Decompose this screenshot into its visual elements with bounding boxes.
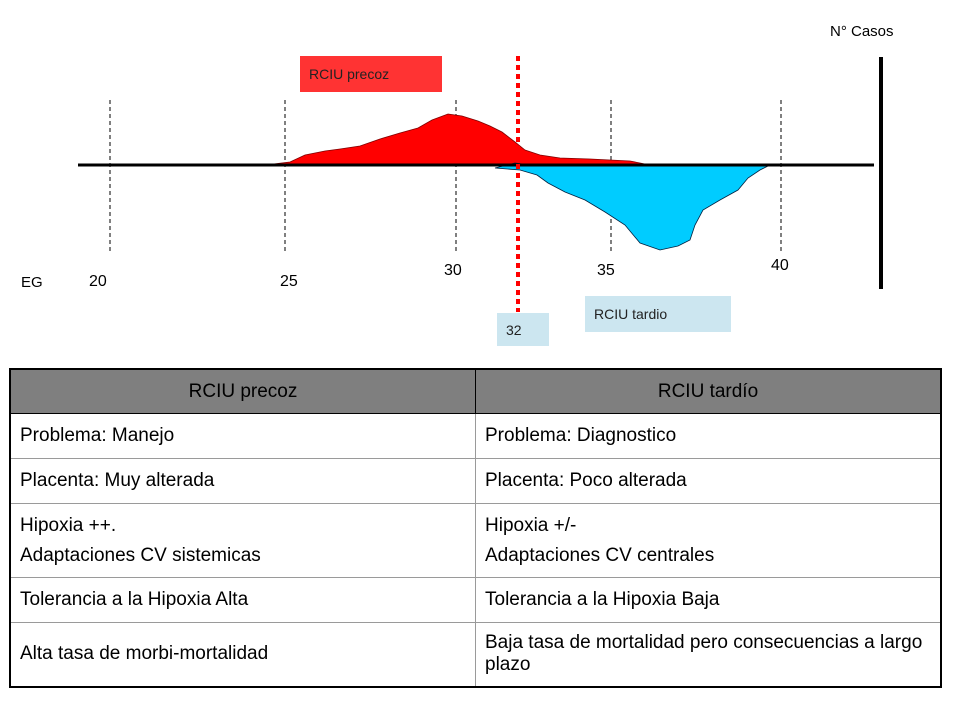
tick-label-25: 25: [280, 273, 298, 290]
late-iugr-label-box: RCIU tardio: [585, 296, 731, 332]
table-row: Tolerancia a la Hipoxia Alta Tolerancia …: [9, 577, 942, 623]
table-row: Problema: Manejo Problema: Diagnostico: [9, 413, 942, 459]
cutoff-label: 32: [506, 321, 522, 338]
tick-label-30: 30: [444, 262, 462, 279]
cutoff-label-box: 32: [497, 313, 549, 346]
early-iugr-area: [264, 113, 651, 166]
late-iugr-label: RCIU tardio: [594, 306, 668, 322]
tick-label-40: 40: [771, 257, 789, 274]
table-cell: Tolerancia a la Hipoxia Alta: [9, 577, 476, 623]
table-cell: Placenta: Muy alterada: [9, 458, 476, 504]
comparison-table: RCIU precoz RCIU tardío Problema: Manejo…: [9, 368, 942, 688]
table-row: Placenta: Muy alterada Placenta: Poco al…: [9, 458, 942, 504]
table-cell: Problema: Manejo: [9, 413, 476, 459]
tick-label-35: 35: [597, 262, 615, 279]
table-row: Alta tasa de morbi-mortalidad Baja tasa …: [9, 622, 942, 687]
cell-line: Hipoxia ++.: [20, 514, 117, 536]
cell-line: Adaptaciones CV centrales: [485, 544, 715, 566]
table-cell: Tolerancia a la Hipoxia Baja: [475, 577, 942, 623]
header-late-iugr: RCIU tardío: [475, 368, 942, 414]
gestational-age-diagram: [78, 56, 883, 312]
cases-axis-label: N° Casos: [830, 23, 894, 40]
table-cell: Hipoxia ++. Adaptaciones CV sistemicas: [9, 503, 476, 578]
table-cell: Baja tasa de mortalidad pero consecuenci…: [475, 622, 942, 687]
early-iugr-label-box: RCIU precoz: [300, 56, 442, 92]
table-row: Hipoxia ++. Adaptaciones CV sistemicas H…: [9, 503, 942, 578]
table-cell: Hipoxia +/- Adaptaciones CV centrales: [475, 503, 942, 578]
table-header-row: RCIU precoz RCIU tardío: [9, 368, 942, 414]
axis-label-eg: EG: [21, 274, 43, 291]
early-iugr-label: RCIU precoz: [309, 66, 390, 82]
header-early-iugr: RCIU precoz: [9, 368, 476, 414]
cell-line: Adaptaciones CV sistemicas: [20, 544, 261, 566]
table-cell: Alta tasa de morbi-mortalidad: [9, 622, 476, 687]
tick-label-20: 20: [89, 273, 107, 290]
late-iugr-area: [494, 162, 771, 251]
table-cell: Placenta: Poco alterada: [475, 458, 942, 504]
table-cell: Problema: Diagnostico: [475, 413, 942, 459]
cell-line: Hipoxia +/-: [485, 514, 577, 536]
